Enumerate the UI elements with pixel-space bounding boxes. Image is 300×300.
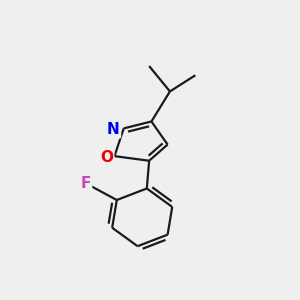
Text: O: O xyxy=(100,150,113,165)
Text: F: F xyxy=(80,176,91,191)
Text: N: N xyxy=(107,122,120,137)
